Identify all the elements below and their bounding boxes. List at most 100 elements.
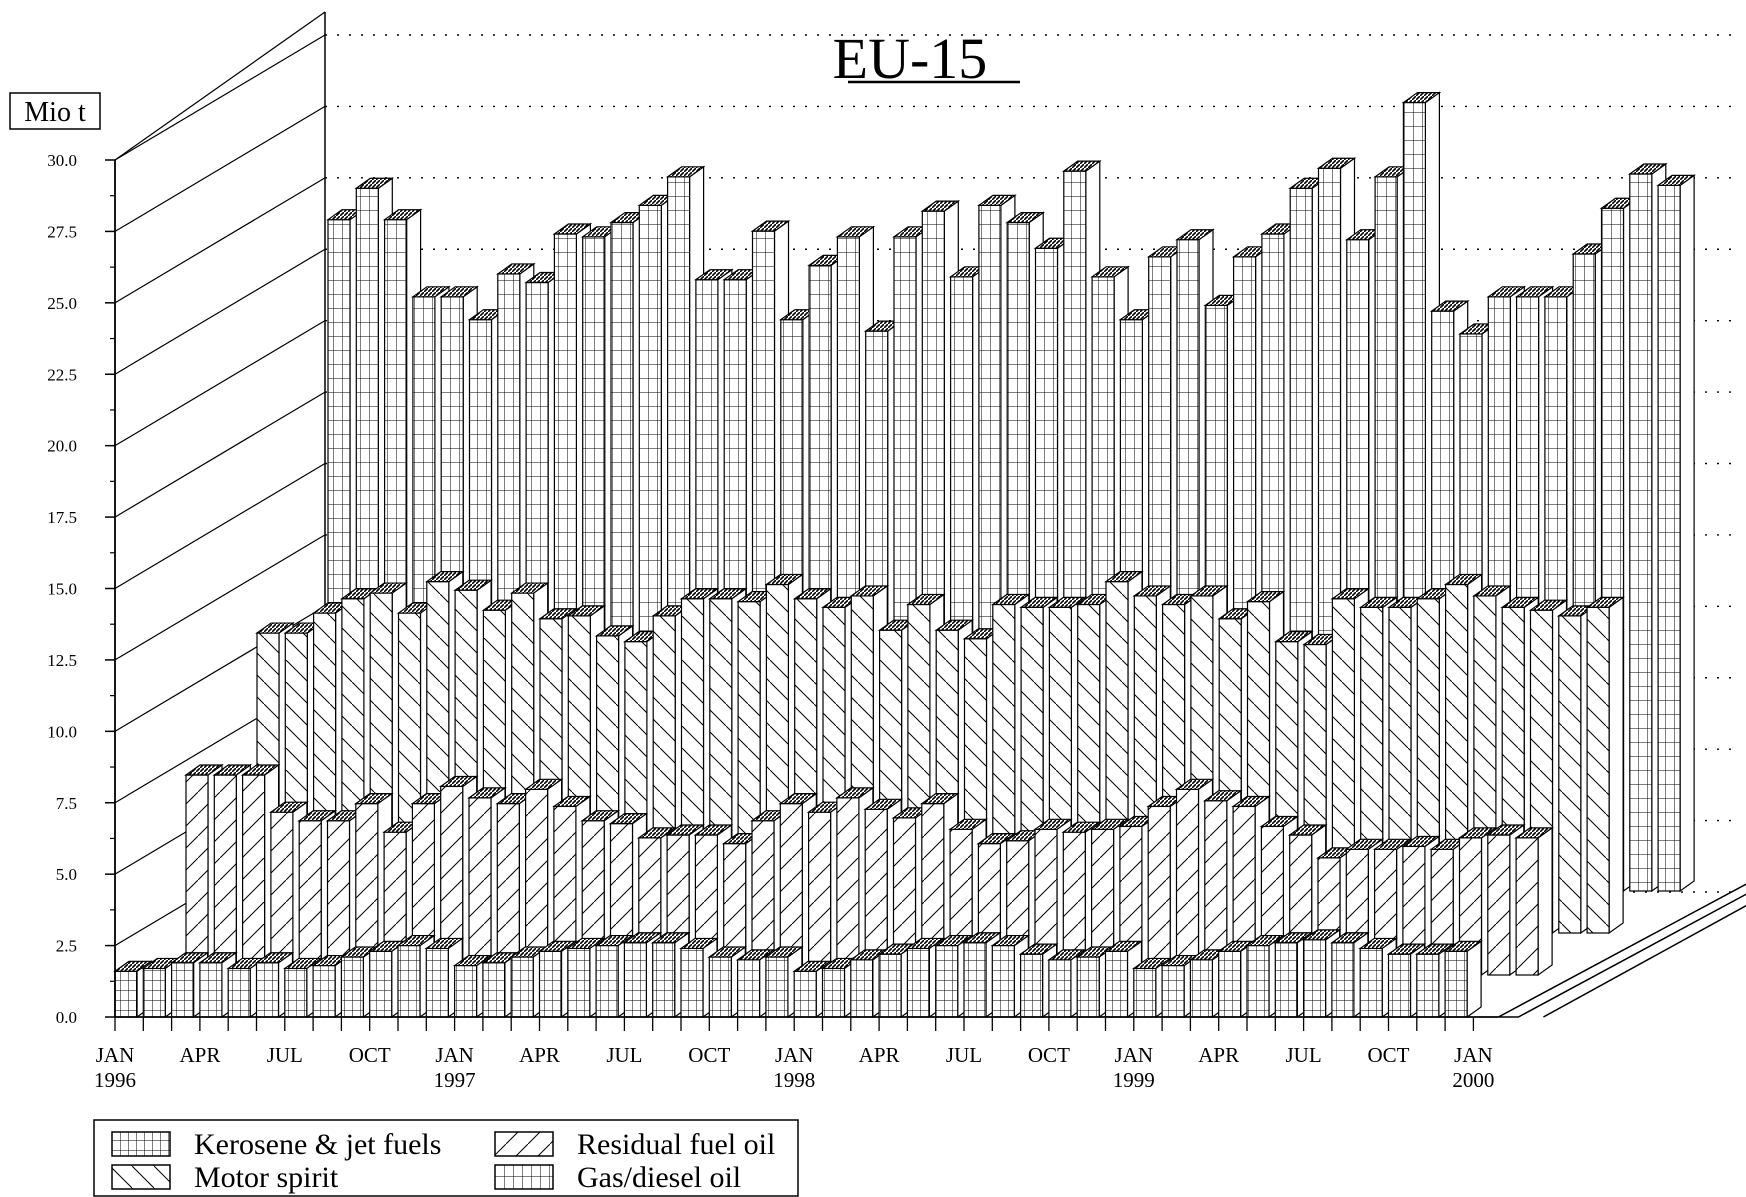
bar-top: [694, 269, 734, 281]
bar-top: [1358, 596, 1399, 608]
bar-front: [991, 944, 1015, 1018]
bar-front: [199, 962, 223, 1018]
bar-top: [764, 573, 805, 586]
floor-edge: [1498, 883, 1746, 1018]
bar-front: [142, 967, 166, 1018]
bar-top: [1401, 91, 1442, 104]
y-tick-label: 15.0: [47, 580, 77, 599]
bar: [1585, 596, 1625, 935]
bar-front: [1104, 950, 1129, 1018]
bar-top: [679, 588, 720, 600]
bar-top: [906, 593, 946, 606]
bar-top: [1486, 286, 1527, 298]
bar-top: [184, 764, 224, 776]
bar-top: [1528, 599, 1569, 611]
x-tick-label: JUL: [946, 1043, 982, 1067]
bar-top: [382, 209, 423, 221]
bar: [707, 945, 748, 1019]
x-tick-label: JAN: [775, 1043, 814, 1067]
bar-top: [1514, 286, 1555, 298]
chart-axes: 0.0 2.5 5.0 7.5 10.0 12.5 15.0 17.5 20.0 22.5 25.0…: [47, 151, 1499, 1092]
bar-top: [1330, 588, 1371, 600]
bar-top: [1104, 571, 1144, 583]
x-tick-label: JAN: [1454, 1043, 1493, 1067]
bar-top: [792, 960, 833, 972]
x-tick-label: OCT: [688, 1043, 730, 1067]
x-tick-label: JAN: [435, 1043, 474, 1067]
legend-swatch: [111, 1164, 171, 1190]
bar-top: [453, 579, 493, 591]
y-tick-label: 25.0: [47, 294, 77, 313]
bar-top: [1175, 229, 1215, 241]
bar-top: [1443, 573, 1484, 586]
bar-top: [1472, 585, 1512, 597]
x-tick-label: OCT: [1368, 1043, 1410, 1067]
bar-front: [1274, 942, 1298, 1018]
bar-top: [255, 622, 295, 634]
bar-top: [990, 593, 1031, 606]
x-tick-year-label: 2000: [1452, 1068, 1494, 1092]
bar-top: [1457, 827, 1498, 839]
x-tick-label: APR: [1198, 1043, 1239, 1067]
bar-front: [340, 956, 364, 1018]
bar-front: [963, 942, 987, 1018]
depth-grid-line: [114, 105, 326, 232]
bar-front: [1657, 184, 1681, 892]
y-tick-label: 5.0: [56, 865, 77, 884]
bar-top: [1656, 174, 1696, 187]
bar-front: [935, 944, 959, 1018]
bar-top: [452, 954, 493, 967]
bar-top: [1202, 790, 1243, 802]
bar-top: [977, 194, 1017, 206]
bar-top: [1500, 596, 1541, 608]
bar-front: [1558, 615, 1582, 934]
x-tick-label: APR: [519, 1043, 560, 1067]
bar-top: [467, 787, 507, 799]
x-tick-label: JAN: [96, 1043, 135, 1067]
bar-top: [650, 932, 691, 944]
bar-top: [750, 220, 791, 232]
bar-top: [1033, 818, 1073, 830]
bar-front: [1331, 942, 1355, 1018]
depth-grid-line: [114, 248, 326, 375]
bar-front: [1444, 950, 1468, 1018]
bar-top: [495, 263, 536, 275]
bar-front: [595, 944, 619, 1018]
bar-front: [397, 944, 421, 1018]
bar-top: [1301, 929, 1342, 941]
bar-top: [552, 223, 593, 235]
bar-top: [1273, 932, 1314, 944]
depth-grid-line: [114, 34, 326, 161]
bar: [1514, 826, 1554, 977]
bar-top: [240, 764, 281, 776]
x-tick-label: JUL: [267, 1043, 303, 1067]
bar-top: [1287, 824, 1328, 836]
bar-top: [1485, 824, 1526, 836]
y-tick-label: 0.0: [56, 1008, 77, 1027]
legend: Kerosene & jet fuels Residual fuel oil Mot…: [93, 1119, 799, 1197]
y-tick-label: 22.5: [47, 365, 77, 384]
bar-front: [425, 947, 449, 1018]
bar-front: [567, 947, 591, 1018]
floor-edge-line: [1543, 904, 1746, 1018]
bar-top: [1131, 957, 1172, 970]
legend-label: Motor spirit: [194, 1161, 339, 1194]
depth-grid-line: [114, 534, 326, 661]
bar-top: [254, 952, 295, 964]
bar-front: [510, 956, 534, 1018]
bar-top: [297, 810, 338, 822]
x-tick-label: JUL: [606, 1043, 642, 1067]
chart-title: EU-15: [833, 26, 988, 91]
bar-top: [934, 619, 975, 631]
bar-top: [438, 775, 479, 788]
y-tick-label: 7.5: [56, 794, 77, 813]
bar-front: [1302, 939, 1327, 1018]
bar-top: [778, 792, 819, 805]
bar: [1485, 823, 1526, 977]
legend-swatch: [111, 1131, 171, 1157]
bar-front: [369, 950, 393, 1018]
bar-top: [1386, 943, 1427, 955]
bar-top: [990, 934, 1031, 947]
bar-top: [353, 792, 394, 805]
